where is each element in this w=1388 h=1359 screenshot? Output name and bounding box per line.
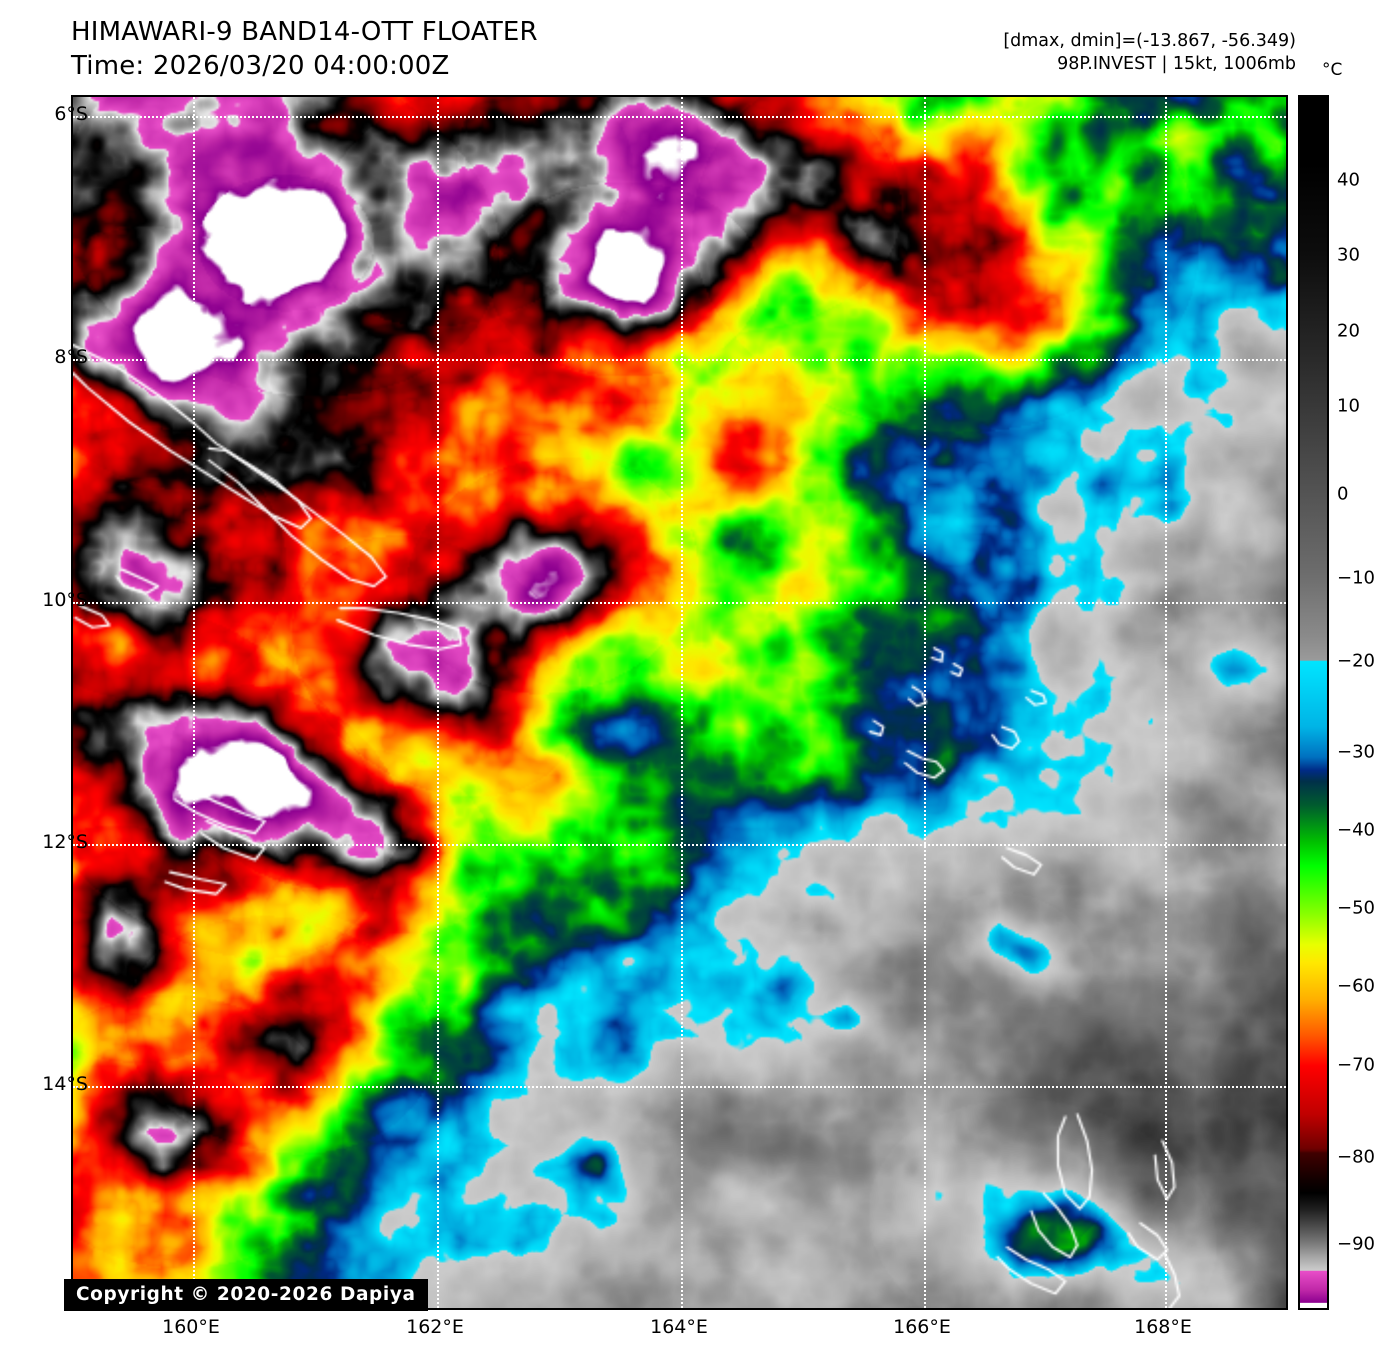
colorbar-tick-4: 0 [1337,483,1349,505]
lon-label-3: 166°E [893,1316,951,1338]
lon-label-1: 162°E [406,1316,464,1338]
lon-label-2: 164°E [650,1316,708,1338]
colorbar-gradient [1300,97,1327,1308]
colorbar-tick-9: −50 [1337,897,1375,919]
lat-label-3: 12°S [42,831,88,853]
lon-label-0: 160°E [162,1316,220,1338]
satellite-map[interactable] [71,95,1288,1310]
lon-label-4: 168°E [1134,1316,1192,1338]
header-title-block: HIMAWARI-9 BAND14-OTT FLOATER Time: 2026… [71,16,538,84]
colorbar-unit-label: °C [1322,60,1343,80]
colorbar-tick-13: −90 [1337,1233,1375,1255]
dmax-dmin-label: [dmax, dmin]=(-13.867, -56.349) [1003,31,1296,51]
lat-label-1: 8°S [54,346,88,368]
colorbar-tick-12: −80 [1337,1146,1375,1168]
colorbar-tick-0: 40 [1337,169,1360,191]
lat-label-4: 14°S [42,1073,88,1095]
page-title: HIMAWARI-9 BAND14-OTT FLOATER [71,17,538,47]
temperature-colorbar[interactable] [1298,95,1329,1310]
colorbar-tick-3: 10 [1337,395,1360,417]
colorbar-tick-2: 20 [1337,320,1360,342]
colorbar-tick-7: −30 [1337,741,1375,763]
satellite-imagery-canvas [73,97,1286,1308]
colorbar-tick-10: −60 [1337,975,1375,997]
colorbar-tick-6: −20 [1337,650,1375,672]
colorbar-tick-11: −70 [1337,1054,1375,1076]
colorbar-tick-1: 30 [1337,244,1360,266]
lat-label-2: 10°S [42,589,88,611]
lat-label-0: 6°S [54,103,88,125]
timestamp-label: Time: 2026/03/20 04:00:00Z [71,50,450,81]
storm-info-label: 98P.INVEST | 15kt, 1006mb [1057,54,1296,75]
copyright-notice: Copyright © 2020-2026 Dapiya [64,1279,428,1311]
colorbar-tick-5: −10 [1337,567,1375,589]
metadata-block: [dmax, dmin]=(-13.867, -56.349) 98P.INVE… [1003,30,1296,76]
colorbar-tick-8: −40 [1337,819,1375,841]
